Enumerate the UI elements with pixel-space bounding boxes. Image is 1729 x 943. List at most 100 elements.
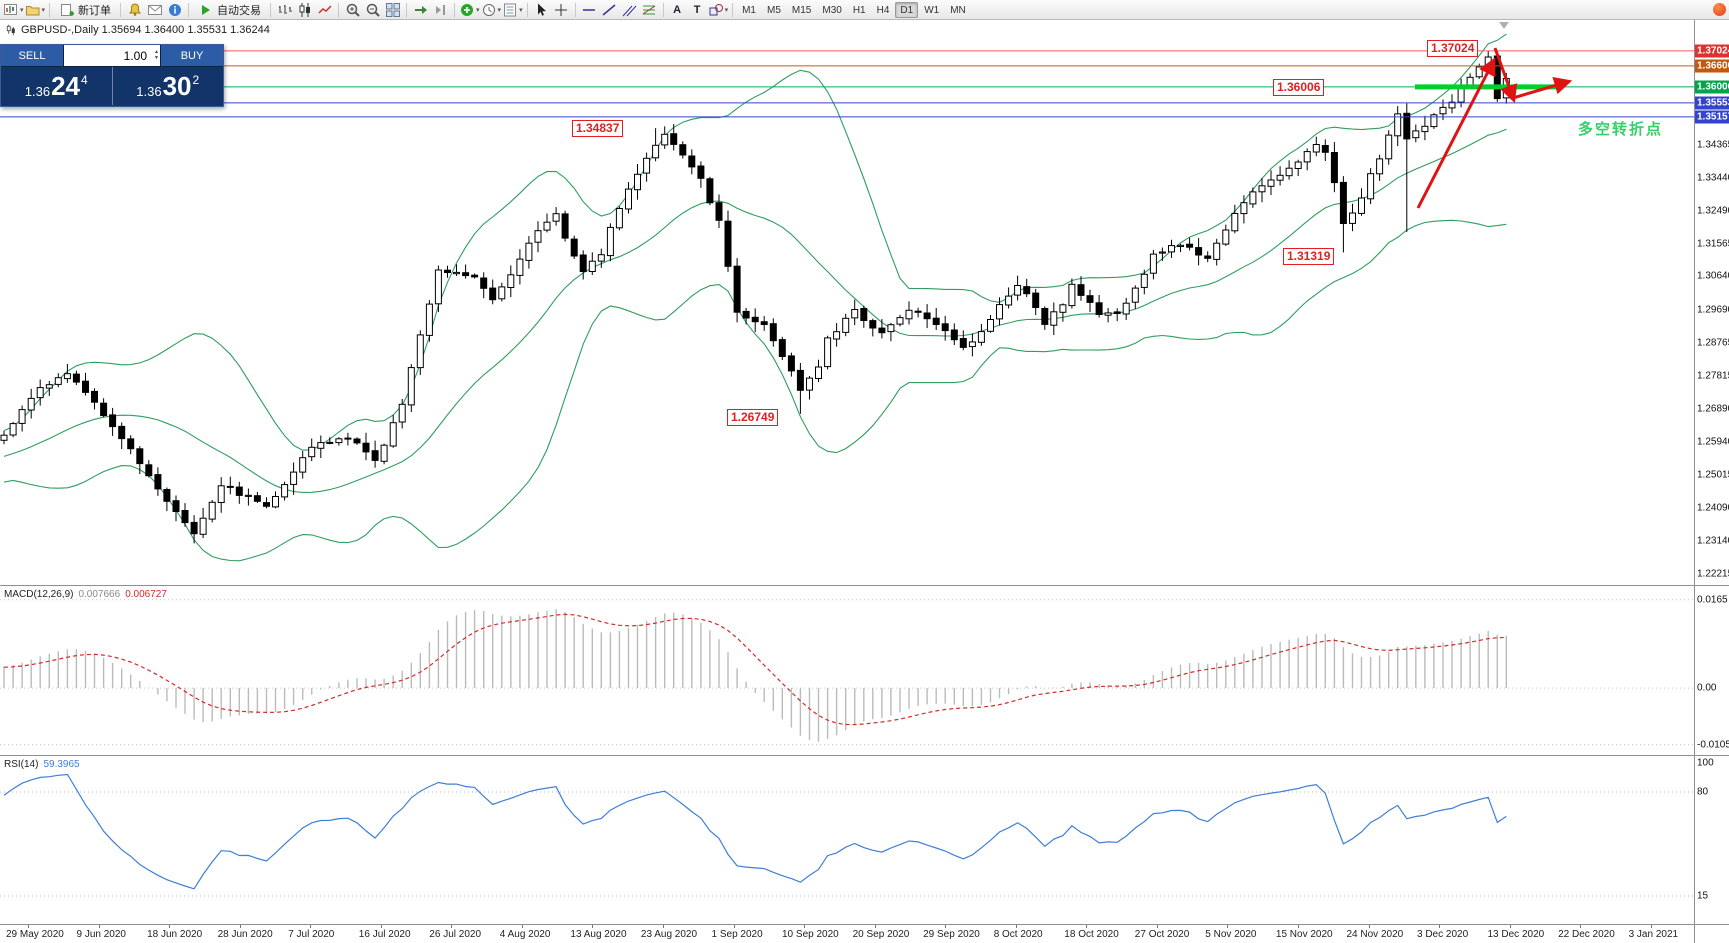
text-icon[interactable]: A [673, 3, 682, 16]
date-tick-label: 1 Sep 2020 [711, 929, 763, 940]
macd-tick-label: 0.00 [1697, 682, 1717, 694]
buy-price[interactable]: 1.36 30 2 [111, 67, 224, 105]
new-chart-icon[interactable]: ▾ [3, 1, 24, 19]
line-chart-icon[interactable] [315, 1, 334, 19]
price-annotation[interactable]: 1.36006 [1273, 79, 1325, 96]
cursor-icon[interactable] [532, 1, 551, 19]
date-axis[interactable]: 29 May 2020 9 Jun 2020 18 Jun 2020 28 Jun 2… [0, 925, 1729, 943]
trendline-icon[interactable] [600, 1, 619, 19]
price-annotation[interactable]: 1.31319 [1283, 248, 1335, 265]
candles-chart-icon[interactable] [295, 1, 314, 19]
alerts-icon[interactable] [125, 1, 144, 19]
fibonacci-icon[interactable] [640, 1, 659, 19]
price-level-badge: 1.35157 [1695, 110, 1729, 124]
channel-icon[interactable] [620, 1, 639, 19]
main-toolbar: ▾ ▾ 新订单 自动交易 ▾ ▾ ▾ A T ▾ M1 M5 M15 M30 H1 H4 D1 W1 MN [0, 0, 1729, 20]
macd-tick-label: -0.010571 [1697, 739, 1729, 751]
timeframe-w1-button[interactable]: W1 [924, 4, 940, 16]
rsi-tick-label: 15 [1697, 890, 1709, 902]
tile-windows-icon[interactable] [383, 1, 402, 19]
caret-down-icon: ▾ [497, 6, 502, 14]
toolbar-separator [526, 2, 528, 17]
timeframe-m30-button[interactable]: M30 [822, 4, 842, 16]
sell-price[interactable]: 1.36 24 4 [1, 67, 112, 105]
date-tick [592, 925, 594, 928]
templates-icon[interactable]: ▾ [502, 1, 523, 19]
toolbar-separator [406, 2, 408, 17]
caret-down-icon: ▾ [724, 6, 729, 14]
panel-separator[interactable] [0, 585, 1729, 586]
macd-axis: 0.0165 0.00 -0.010571 [1695, 586, 1729, 755]
date-tick [1156, 925, 1158, 928]
timeframe-mn-button[interactable]: MN [950, 4, 966, 16]
toolbar-separator [338, 2, 340, 17]
buy-button[interactable]: BUY [161, 45, 223, 66]
timeframe-m15-button[interactable]: M15 [791, 4, 812, 16]
periods-icon[interactable]: ▾ [481, 1, 502, 19]
price-annotation[interactable]: 1.34837 [572, 120, 624, 137]
caret-down-icon: ▾ [476, 6, 480, 14]
mailbox-icon[interactable] [145, 1, 164, 19]
date-tick-label: 18 Oct 2020 [1064, 929, 1119, 940]
buy-price-prefix: 1.36 [136, 83, 162, 99]
price-annotation[interactable]: 1.37024 [1427, 40, 1479, 57]
toolbar-separator [662, 2, 664, 17]
macd-signal-value: 0.006727 [125, 589, 167, 600]
macd-panel[interactable] [0, 586, 1694, 755]
timeframe-h1-button[interactable]: H1 [852, 4, 866, 16]
date-tick-label: 24 Nov 2020 [1346, 929, 1404, 940]
chart-note-text[interactable]: 多空转折点 [1578, 121, 1664, 138]
hline-icon[interactable] [580, 1, 599, 19]
label-icon[interactable]: T [693, 3, 701, 16]
zoom-out-icon[interactable] [363, 1, 382, 19]
price-tick-label: 1.28765 [1697, 337, 1729, 349]
axis-separator [0, 924, 1729, 925]
sell-price-sup: 4 [81, 73, 88, 87]
price-tick-label: 1.22215 [1697, 568, 1729, 580]
price-tick-label: 1.25940 [1697, 436, 1729, 448]
rsi-label: RSI(14) 59.3965 [4, 759, 80, 770]
panel-separator[interactable] [0, 755, 1729, 756]
date-tick [804, 925, 805, 928]
axis-border [1694, 20, 1695, 943]
toolbar-separator [120, 2, 122, 17]
price-annotation[interactable]: 1.26749 [727, 409, 779, 426]
shapes-icon[interactable]: ▾ [708, 1, 729, 19]
timeframe-d1-button[interactable]: D1 [895, 1, 919, 18]
chart-title: GBPUSD-,Daily 1.35694 1.36400 1.35531 1.… [5, 24, 270, 36]
autotrade-button[interactable]: 自动交易 [193, 1, 266, 19]
spinner-down-icon[interactable]: ▼ [154, 55, 159, 61]
date-tick-label: 28 Jun 2020 [217, 929, 273, 940]
rsi-tick-label: 80 [1697, 786, 1709, 798]
new-order-button[interactable]: 新订单 [54, 1, 116, 19]
price-axis[interactable]: 1.34365 1.33440 1.32490 1.31565 1.30640 1.296… [1695, 20, 1729, 585]
profiles-icon[interactable]: ▾ [25, 1, 46, 19]
date-tick-label: 22 Dec 2020 [1558, 929, 1615, 940]
macd-name: MACD(12,26,9) [4, 589, 74, 600]
spinner-up-icon[interactable]: ▲ [154, 49, 159, 55]
timeframe-m5-button[interactable]: M5 [767, 4, 781, 16]
date-tick [1509, 925, 1511, 928]
bars-chart-icon[interactable] [275, 1, 294, 19]
zoom-in-icon[interactable] [343, 1, 362, 19]
crosshair-icon[interactable] [552, 1, 571, 19]
timeframe-h4-button[interactable]: H4 [876, 4, 890, 16]
community-notification-icon[interactable] [1713, 3, 1726, 16]
timeframe-m1-button[interactable]: M1 [742, 4, 756, 16]
date-tick [662, 925, 664, 928]
caret-down-icon: ▾ [20, 6, 24, 14]
buy-price-sup: 2 [192, 73, 200, 87]
rsi-panel[interactable] [0, 756, 1694, 924]
caret-down-icon: ▾ [41, 6, 46, 14]
date-tick-label: 13 Dec 2020 [1487, 929, 1545, 940]
info-icon[interactable] [165, 1, 184, 19]
main-chart[interactable] [0, 20, 1694, 585]
sell-button[interactable]: SELL [1, 45, 63, 66]
auto-scroll-icon[interactable] [411, 1, 430, 19]
chart-shift-marker[interactable] [1499, 22, 1509, 29]
volume-input[interactable]: 1.00 ▲ ▼ [63, 45, 161, 66]
indicators-icon[interactable]: ▾ [459, 1, 480, 19]
chart-shift-icon[interactable] [431, 1, 450, 19]
volume-spinner[interactable]: ▲ ▼ [154, 45, 159, 66]
toolbar-separator [454, 2, 456, 17]
